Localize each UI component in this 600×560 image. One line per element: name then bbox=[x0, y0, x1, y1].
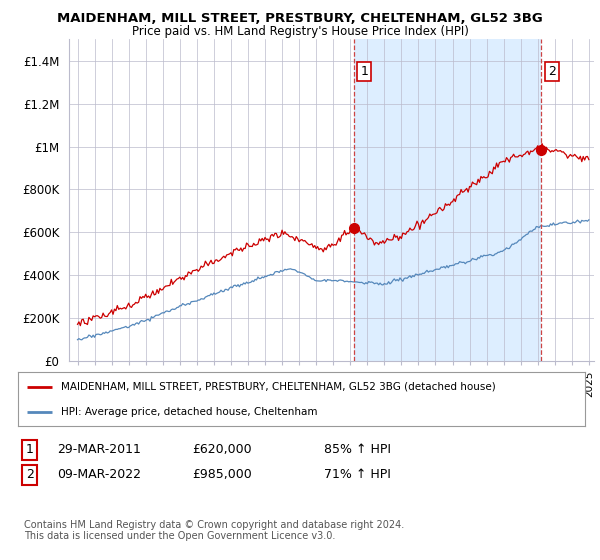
Text: 71% ↑ HPI: 71% ↑ HPI bbox=[324, 468, 391, 482]
Text: Contains HM Land Registry data © Crown copyright and database right 2024.
This d: Contains HM Land Registry data © Crown c… bbox=[24, 520, 404, 542]
Text: 09-MAR-2022: 09-MAR-2022 bbox=[57, 468, 141, 482]
Text: 29-MAR-2011: 29-MAR-2011 bbox=[57, 443, 141, 456]
Text: 2: 2 bbox=[26, 468, 34, 482]
Bar bbox=[353, 39, 541, 361]
Text: 1: 1 bbox=[26, 443, 34, 456]
Text: 2: 2 bbox=[548, 65, 556, 78]
Text: £620,000: £620,000 bbox=[192, 443, 251, 456]
Text: £985,000: £985,000 bbox=[192, 468, 252, 482]
Text: Price paid vs. HM Land Registry's House Price Index (HPI): Price paid vs. HM Land Registry's House … bbox=[131, 25, 469, 38]
Text: HPI: Average price, detached house, Cheltenham: HPI: Average price, detached house, Chel… bbox=[61, 407, 317, 417]
Text: MAIDENHAM, MILL STREET, PRESTBURY, CHELTENHAM, GL52 3BG (detached house): MAIDENHAM, MILL STREET, PRESTBURY, CHELT… bbox=[61, 382, 495, 392]
Text: MAIDENHAM, MILL STREET, PRESTBURY, CHELTENHAM, GL52 3BG: MAIDENHAM, MILL STREET, PRESTBURY, CHELT… bbox=[57, 12, 543, 25]
Text: 1: 1 bbox=[361, 65, 368, 78]
Text: 85% ↑ HPI: 85% ↑ HPI bbox=[324, 443, 391, 456]
